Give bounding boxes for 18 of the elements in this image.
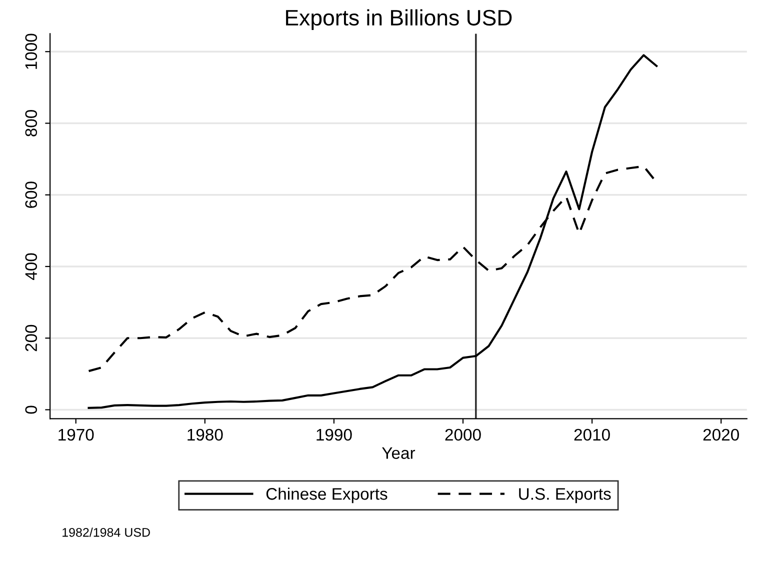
- x-axis-title: Year: [382, 447, 416, 459]
- legend-label: Chinese Exports: [266, 488, 388, 504]
- x-tick-label: 2000: [445, 428, 481, 441]
- x-tick-label: 1980: [188, 428, 223, 441]
- x-tick-label: 1970: [58, 428, 94, 441]
- text: 1982/1984 USD: [62, 528, 150, 537]
- legend-label: U.S. Exports: [519, 488, 611, 504]
- y-tick-label: 800: [25, 110, 38, 136]
- x-tick-label: 2020: [703, 428, 739, 441]
- y-tick-label: 400: [25, 253, 38, 280]
- y-tick-label: 1000: [25, 34, 38, 69]
- x-tick-label: 1990: [316, 428, 352, 441]
- y-tick-label: 600: [25, 182, 38, 208]
- x-tick-label: 2010: [574, 428, 610, 441]
- y-tick-label: 200: [25, 324, 38, 352]
- line-series: [88, 54, 658, 409]
- chart-title: Exports in Billions USD: [286, 9, 512, 30]
- y-tick-label: 0: [25, 406, 38, 414]
